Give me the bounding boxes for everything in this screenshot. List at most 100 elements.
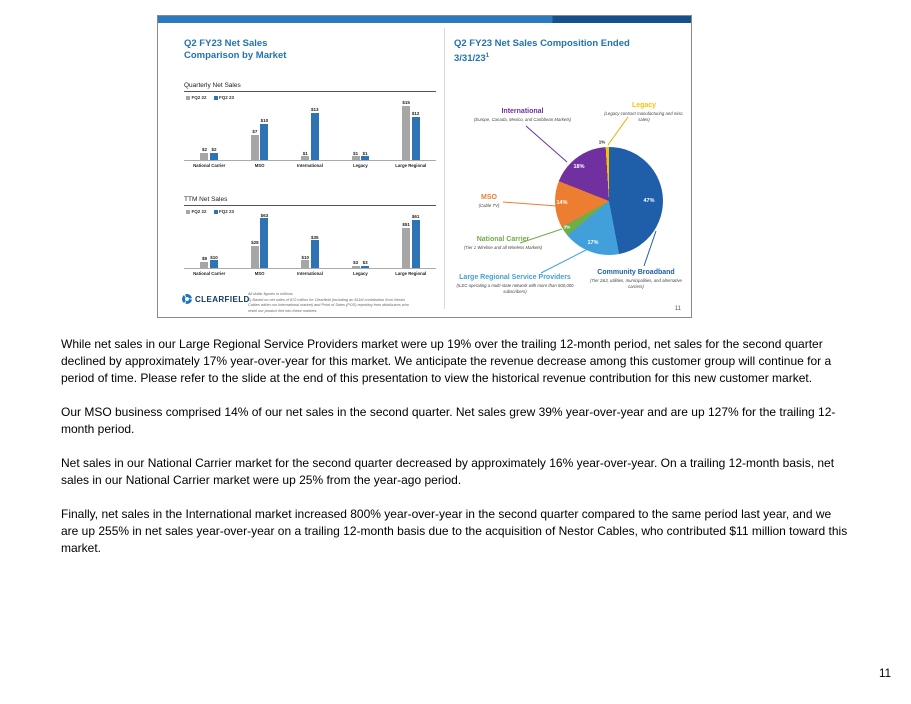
clearfield-logo: CLEARFIELD <box>182 294 250 304</box>
slide-accent-bar <box>158 16 691 23</box>
bar-group: $15 $12 <box>386 100 436 160</box>
bar-value-label: $10 <box>260 118 269 124</box>
quarterly-chart-heading: Quarterly Net Sales <box>184 82 436 92</box>
body-paragraph: While net sales in our Large Regional Se… <box>61 337 832 385</box>
bar-value-label: $1 <box>353 150 359 156</box>
legend-item: FQ2 23 <box>213 209 235 214</box>
callout-large-regional: Large Regional Service Providers (ILEC o… <box>456 274 574 294</box>
bar <box>250 134 259 160</box>
pie-pct-community-broadband: 47% <box>643 198 655 204</box>
left-chart-title-line1: Q2 FY23 Net Sales <box>184 38 268 49</box>
bar-group: $7 $10 <box>234 118 284 160</box>
bar <box>402 227 411 268</box>
pie-pct-national-carrier: 3% <box>563 224 571 230</box>
bar <box>209 152 218 160</box>
legend-item: FQ2 22 <box>186 95 207 100</box>
body-paragraph: Net sales in our National Carrier market… <box>61 456 835 487</box>
ttm-chart-heading: TTM Net Sales <box>184 196 436 206</box>
bar-value-label: $3 <box>362 260 368 266</box>
category-label: National Carrier <box>193 162 226 168</box>
chart-legend: FQ2 22 FQ2 23 <box>186 209 436 214</box>
bars-row: $8 $10 $28 $63 $10 $35 $3 $3 $51 $61 <box>184 212 436 269</box>
clearfield-logo-icon <box>182 294 192 304</box>
legend-label: FQ2 23 <box>219 95 235 100</box>
callout-large-regional-title: Large Regional Service Providers <box>459 274 571 281</box>
bar <box>411 219 420 268</box>
legend-swatch <box>186 209 190 214</box>
right-chart-title-line2: 3/31/231 <box>454 53 490 65</box>
bar <box>361 265 370 268</box>
bar-value-label: $1 <box>362 150 368 156</box>
right-chart-title-line1: Q2 FY23 Net Sales Composition Ended <box>454 38 630 49</box>
page-number: 11 <box>879 668 891 680</box>
bar-group: $1 $1 <box>335 151 385 160</box>
callout-legacy-title: Legacy <box>631 102 657 109</box>
column-divider <box>444 28 445 309</box>
bar <box>310 240 319 268</box>
footnote-basis: 1) Based on net sales of $72 million for… <box>248 297 409 313</box>
clearfield-logo-text: CLEARFIELD <box>195 294 250 304</box>
category-label: MSO <box>254 270 265 276</box>
bar-value-label: $51 <box>402 222 410 228</box>
category-label: MSO <box>254 162 265 168</box>
net-sales-pie-chart <box>555 147 663 255</box>
category-label: International <box>297 162 323 168</box>
bar-value-label: $15 <box>402 100 410 106</box>
category-label: Legacy <box>353 270 368 276</box>
callout-mso: MSO (Cable TV) <box>458 194 520 209</box>
bar-group: $1 $13 <box>285 107 335 160</box>
callout-legacy: Legacy (Legacy contract manufacturing an… <box>600 102 688 122</box>
bar <box>260 123 269 160</box>
slide-page-number: 11 <box>674 306 681 312</box>
callout-national-carrier-title: National Carrier <box>476 236 530 243</box>
legend-label: FQ2 23 <box>219 209 235 214</box>
bar-value-label: $10 <box>301 254 310 260</box>
quarterly-chart-body: FQ2 22 FQ2 23 $2 $2 $7 $10 $1 $13 $1 $1 $15 $12 Nati… <box>184 95 436 168</box>
bar <box>301 260 310 268</box>
category-label: Legacy <box>353 162 368 168</box>
category-label: Large Regional <box>395 270 427 276</box>
bar-group: $8 $10 <box>184 255 234 268</box>
bar <box>310 112 319 160</box>
bar <box>301 156 310 160</box>
bar-value-label: $8 <box>201 256 207 262</box>
ttm-chart-body: FQ2 22 FQ2 23 $8 $10 $28 $63 $10 $35 $3 $3 $51 $61 N… <box>184 209 436 276</box>
bar <box>351 265 360 268</box>
category-labels-row: National Carrier MSO International Legacy La… <box>184 161 436 168</box>
bar-group: $51 $61 <box>386 214 436 268</box>
footnote-units: All dollar figures in millions <box>248 292 293 296</box>
callout-international-desc: (Europe, Canada, Mexico, and Caribbean M… <box>473 117 572 123</box>
callout-mso-title: MSO <box>481 194 497 201</box>
legend-swatch <box>213 209 218 214</box>
bar-value-label: $63 <box>260 212 269 218</box>
bar <box>209 260 218 268</box>
callout-large-regional-desc: (ILEC operating a multi-state network wi… <box>456 283 574 294</box>
commentary-text: While net sales in our Large Regional Se… <box>61 336 851 574</box>
bar <box>250 245 259 268</box>
bar-group: $10 $35 <box>285 235 335 268</box>
callout-community-broadband: Community Broadband (Tier 2&3, utilities… <box>582 269 690 289</box>
legend-label: FQ2 22 <box>191 209 207 214</box>
category-label: Large Regional <box>395 162 427 168</box>
callout-national-carrier-desc: (Tier 1 Wireline and all Wireless Market… <box>463 245 543 251</box>
bar <box>351 156 360 160</box>
slide-footnotes: All dollar figures in millions 1) Based … <box>248 292 416 314</box>
bar <box>260 218 269 268</box>
bar-value-label: $7 <box>252 129 258 135</box>
legend-item: FQ2 22 <box>186 209 207 214</box>
footnote-marker: 1 <box>485 53 490 59</box>
callout-national-carrier: National Carrier (Tier 1 Wireline and al… <box>453 236 553 251</box>
bar-value-label: $2 <box>211 147 217 153</box>
body-paragraph: Finally, net sales in the International … <box>61 507 848 555</box>
callout-international: International (Europe, Canada, Mexico, a… <box>470 108 575 123</box>
left-chart-title-line2: Comparison by Market <box>184 50 287 61</box>
chart-legend: FQ2 22 FQ2 23 <box>186 95 436 100</box>
bar-value-label: $13 <box>311 107 319 113</box>
callout-international-title: International <box>501 108 544 115</box>
category-label: International <box>297 270 323 276</box>
left-chart-title: Q2 FY23 Net Sales Comparison by Market <box>184 38 286 62</box>
pie-pct-legacy: 1% <box>598 139 606 145</box>
bar-value-label: $3 <box>353 260 359 266</box>
ttm-net-sales-chart: TTM Net Sales FQ2 22 FQ2 23 $8 $10 $28 $63 $10… <box>184 196 436 276</box>
quarterly-net-sales-chart: Quarterly Net Sales FQ2 22 FQ2 23 $2 $2 $7 $1… <box>184 82 436 168</box>
